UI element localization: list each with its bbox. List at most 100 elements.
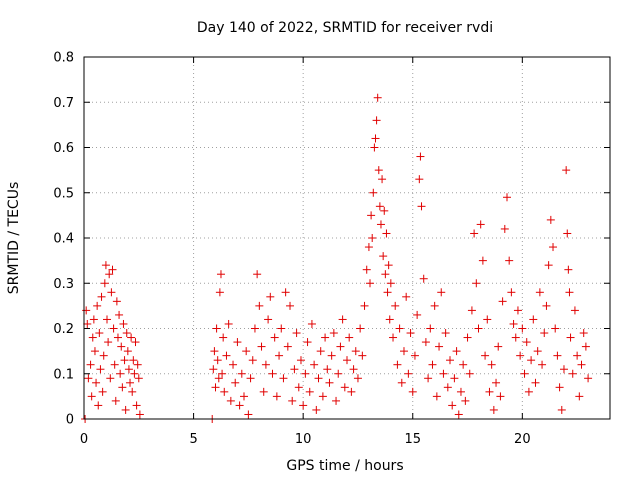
data-point [275,351,284,360]
data-point [522,338,531,347]
data-point [316,347,325,356]
y-tick-label: 0.8 [53,51,74,66]
data-point [518,324,527,333]
data-point [226,396,235,405]
data-point [381,270,390,279]
data-point [340,383,349,392]
data-point [476,220,485,229]
data-point [500,224,509,233]
data-point [581,342,590,351]
data-point [220,387,229,396]
data-point [415,175,424,184]
data-point [105,270,114,279]
data-point [253,270,262,279]
data-point [564,265,573,274]
data-point [250,324,259,333]
data-point [498,297,507,306]
data-point [430,301,439,310]
data-point [551,324,560,333]
data-point [502,193,511,202]
data-point [446,356,455,365]
data-point [563,229,572,238]
data-point [509,319,518,328]
data-point [349,365,358,374]
data-point [111,396,120,405]
data-point [489,405,498,414]
data-point [283,342,292,351]
data-point [535,288,544,297]
data-point [568,369,577,378]
data-point [88,333,97,342]
data-point [336,342,345,351]
data-point [524,387,533,396]
data-point [132,401,141,410]
data-point [432,392,441,401]
data-point [374,166,383,175]
data-point [579,329,588,338]
data-point [544,261,553,270]
data-point [290,365,299,374]
data-point [209,365,218,374]
data-point [386,279,395,288]
data-point [108,265,117,274]
data-point [496,392,505,401]
data-point [406,329,415,338]
data-point [210,347,219,356]
data-point [321,333,330,342]
data-point [303,338,312,347]
data-point [127,333,136,342]
data-point [270,333,279,342]
data-point [84,374,93,383]
data-point [399,347,408,356]
data-point [370,143,379,152]
data-point [540,329,549,338]
data-point [305,387,314,396]
y-tick-label: 0.3 [53,277,74,292]
data-point [356,324,365,333]
data-point [474,324,483,333]
data-point [296,356,305,365]
data-point [101,261,110,270]
data-point [577,360,586,369]
data-point [329,329,338,338]
data-point [410,351,419,360]
data-point [218,369,227,378]
data-point [443,383,452,392]
data-point [94,401,103,410]
data-point [546,215,555,224]
data-point [211,383,220,392]
data-point [334,369,343,378]
data-point [483,315,492,324]
data-point [470,229,479,238]
data-point [107,288,116,297]
data-point [402,292,411,301]
x-tick-label: 10 [295,432,312,447]
data-point [242,347,251,356]
data-point [516,351,525,360]
data-point [82,306,91,315]
data-point [95,329,104,338]
data-point [310,360,319,369]
data-point [369,188,378,197]
data-point [459,360,468,369]
data-point [123,347,132,356]
data-point [555,383,564,392]
data-point [255,301,264,310]
data-point [366,279,375,288]
y-tick-label: 0.2 [53,322,74,337]
data-point [531,378,540,387]
data-point [435,342,444,351]
data-point [391,301,400,310]
data-point [565,288,574,297]
data-point [121,405,130,414]
data-point [259,387,268,396]
data-point [566,333,575,342]
y-axis-label: SRMTID / TECUs [6,182,22,295]
data-point [492,378,501,387]
data-point [368,234,377,242]
data-point [421,338,430,347]
data-point [362,265,371,274]
y-tick-label: 0.1 [53,367,74,382]
data-point [89,315,98,324]
